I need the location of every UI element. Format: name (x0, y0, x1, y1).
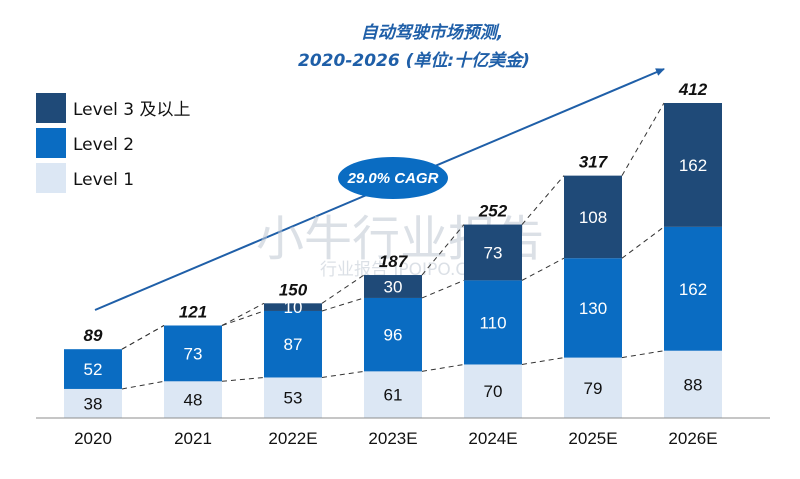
x-tick-label: 2020 (74, 429, 112, 448)
total-label: 252 (478, 202, 508, 221)
legend-swatch-level3 (36, 93, 66, 123)
bar-segment (264, 377, 322, 418)
connector-line (521, 257, 565, 281)
total-label: 121 (179, 302, 207, 321)
connector-line (521, 357, 565, 365)
bar-segment (464, 280, 522, 365)
data-label: 10 (284, 298, 303, 317)
bar-segment (464, 364, 522, 418)
connector-line (621, 102, 665, 176)
connector-line (421, 279, 465, 299)
x-axis-ticks: 2020 2021 2022E 2023E 2024E 2025E 2026E (74, 429, 718, 448)
connector-line (621, 350, 665, 359)
legend-label-level3: Level 3 及以上 (73, 100, 191, 120)
bar-segment (664, 103, 722, 227)
bar-segment (364, 275, 422, 298)
connector-line (121, 325, 165, 350)
connector-line (521, 175, 565, 225)
bar-segment (264, 303, 322, 311)
data-label: 52 (84, 360, 103, 379)
connector-lines (121, 102, 665, 390)
x-tick-label: 2023E (368, 429, 417, 448)
data-label: 108 (579, 208, 607, 227)
data-label: 70 (484, 382, 503, 401)
data-label: 87 (284, 335, 303, 354)
legend-label-level1: Level 1 (73, 170, 134, 190)
x-tick-label: 2024E (468, 429, 517, 448)
bar-segment (64, 349, 122, 389)
bar-segment (164, 325, 222, 382)
data-label: 30 (384, 277, 403, 296)
bar-segment (564, 175, 622, 259)
bar-segment (364, 297, 422, 372)
connector-line (221, 376, 265, 382)
bar-segment (64, 388, 122, 418)
connector-line (221, 310, 265, 326)
legend-label-level2: Level 2 (73, 135, 134, 155)
bar-segment (664, 350, 722, 418)
data-label: 96 (384, 326, 403, 345)
data-label: 73 (184, 344, 203, 363)
data-label: 79 (584, 379, 603, 398)
x-tick-label: 2025E (568, 429, 617, 448)
total-label: 150 (279, 280, 308, 299)
bar-segment (564, 258, 622, 358)
total-label: 412 (678, 80, 708, 99)
bar-segment (164, 381, 222, 418)
connector-line (221, 302, 265, 326)
connector-line (421, 224, 465, 276)
bar-segment (664, 226, 722, 351)
total-label: 187 (379, 252, 409, 271)
x-tick-label: 2021 (174, 429, 212, 448)
data-label: 110 (479, 313, 506, 332)
total-label: 317 (579, 153, 609, 172)
connector-line (321, 297, 365, 312)
data-label: 162 (679, 156, 707, 175)
x-tick-label: 2026E (668, 429, 717, 448)
legend-swatch-level2 (36, 128, 66, 158)
data-label: 73 (484, 243, 503, 262)
cagr-badge (338, 157, 448, 199)
data-label: 38 (84, 394, 103, 413)
data-label: 61 (384, 386, 403, 405)
x-tick-label: 2022E (268, 429, 317, 448)
total-label: 89 (84, 326, 103, 345)
bar-segment (564, 357, 622, 418)
data-label: 53 (284, 389, 303, 408)
watermark-sub: 行业报告 IPOIPO.CN (320, 260, 480, 280)
bars-layer (64, 103, 722, 418)
connector-line (421, 363, 465, 372)
connector-line (321, 370, 365, 378)
chart-title: 自动驾驶市场预测, (361, 23, 503, 43)
connector-line (621, 226, 665, 259)
data-label: 162 (679, 280, 707, 299)
bar-segment (464, 224, 522, 281)
connector-line (121, 380, 165, 390)
legend-swatch-level1 (36, 163, 66, 193)
bar-segment (364, 371, 422, 418)
data-label: 88 (684, 375, 703, 394)
cagr-label: 29.0% CAGR (347, 170, 439, 187)
bar-segment (264, 310, 322, 378)
data-label: 48 (184, 391, 203, 410)
data-label: 130 (579, 299, 607, 318)
chart-subtitle: 2020-2026 (单位:十亿美金) (298, 51, 530, 71)
